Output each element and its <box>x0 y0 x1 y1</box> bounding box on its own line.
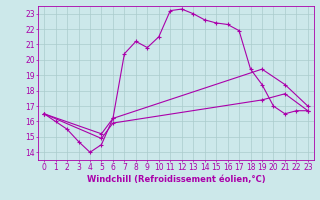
X-axis label: Windchill (Refroidissement éolien,°C): Windchill (Refroidissement éolien,°C) <box>87 175 265 184</box>
